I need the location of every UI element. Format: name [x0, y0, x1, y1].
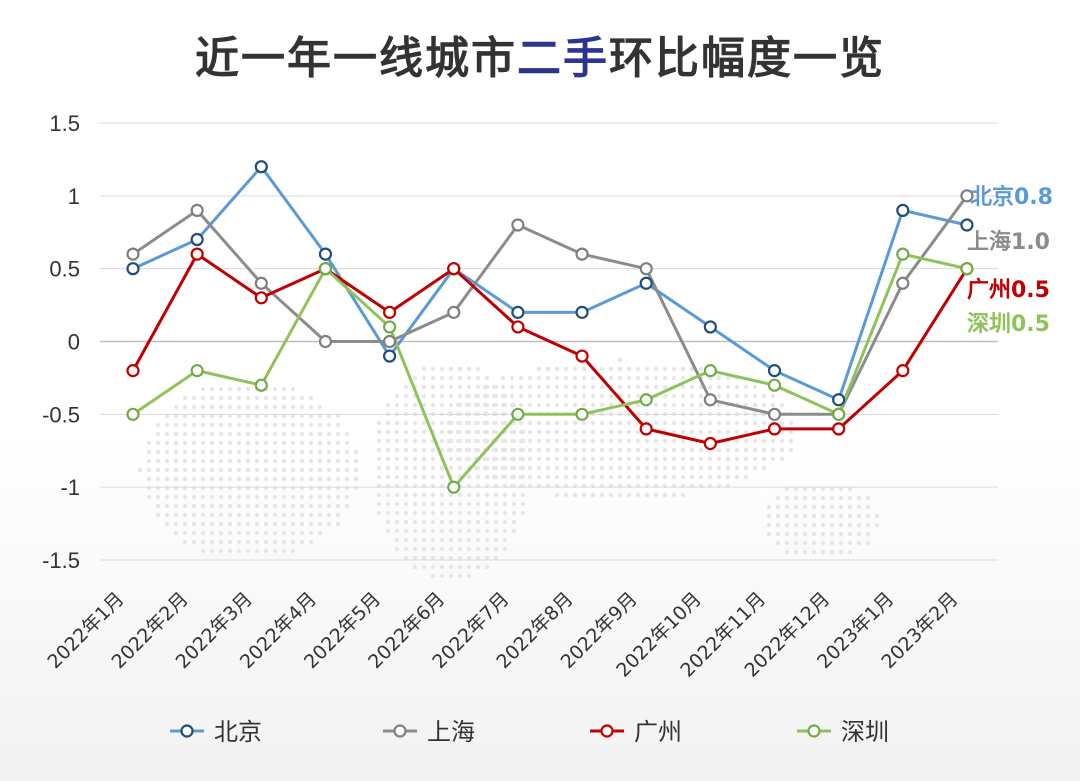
data-point — [960, 218, 974, 232]
data-point — [703, 436, 717, 451]
data-point — [318, 247, 333, 261]
data-point — [254, 160, 268, 174]
y-tick-label: -1.5 — [42, 548, 80, 573]
end-label: 广州0.5 — [967, 277, 1050, 303]
data-point — [511, 320, 525, 334]
legend-item: 北京 — [170, 718, 262, 746]
data-point — [832, 422, 846, 436]
data-point — [575, 407, 589, 421]
data-point — [190, 247, 204, 261]
data-point — [190, 232, 204, 247]
data-point — [511, 305, 525, 319]
data-point — [896, 203, 910, 217]
legend-label: 北京 — [214, 718, 262, 746]
y-tick-label: -1 — [60, 475, 80, 500]
series-markers — [126, 160, 974, 494]
data-point — [190, 203, 204, 217]
end-label: 深圳0.5 — [967, 312, 1050, 337]
end-labels: 北京0.8 上海1.0 广州0.5 深圳0.5 — [967, 184, 1053, 337]
y-axis: 1.5 1 0.5 0 -0.5 -1 -1.5 — [42, 111, 80, 573]
data-point — [511, 407, 525, 421]
data-point — [447, 305, 461, 319]
data-point — [639, 262, 653, 276]
data-point — [511, 218, 525, 232]
legend-item: 深圳 — [797, 718, 889, 746]
background-decoration — [137, 357, 880, 579]
data-point — [126, 364, 140, 378]
data-point — [767, 378, 782, 392]
data-point — [575, 349, 589, 363]
data-point — [383, 320, 397, 334]
data-point — [767, 422, 782, 436]
data-point — [767, 407, 782, 421]
data-point — [832, 407, 846, 421]
data-point — [896, 364, 910, 378]
data-point — [960, 189, 974, 203]
data-point — [383, 334, 397, 349]
data-point — [639, 393, 653, 407]
data-point — [126, 262, 140, 276]
data-point — [575, 247, 589, 261]
chart-title: 近一年一线城市二手环比幅度一览 — [0, 22, 1080, 86]
data-point — [896, 247, 910, 261]
legend-item: 上海 — [383, 718, 475, 746]
legend-item: 广州 — [590, 718, 682, 746]
series-line-0 — [132, 165, 968, 402]
series-line-3 — [132, 252, 968, 489]
data-point — [960, 262, 974, 276]
data-point — [254, 291, 268, 305]
data-point — [190, 364, 204, 378]
y-tick-label: 1 — [68, 184, 80, 209]
data-point — [639, 422, 653, 436]
data-point — [126, 407, 140, 421]
data-point — [318, 262, 333, 276]
y-tick-label: 0.5 — [49, 257, 80, 282]
data-point — [703, 364, 717, 378]
data-point — [254, 378, 268, 392]
data-point — [318, 334, 333, 349]
data-point — [383, 349, 397, 363]
chart-title-part1: 近一年一线城市 — [195, 33, 517, 84]
end-label: 上海1.0 — [967, 229, 1050, 255]
data-point — [254, 276, 268, 290]
data-point — [383, 305, 397, 319]
legend-label: 上海 — [427, 718, 475, 746]
end-label: 北京0.8 — [970, 184, 1053, 210]
data-point — [703, 320, 717, 334]
y-tick-label: -0.5 — [42, 402, 80, 427]
data-point — [447, 262, 461, 276]
data-point — [126, 247, 140, 261]
x-axis: 2022年1月2022年2月2022年3月2022年4月2022年5月2022年… — [43, 588, 962, 682]
series-line-2 — [131, 252, 969, 445]
legend-label: 深圳 — [841, 718, 889, 746]
legend: 北京 上海 广州 深圳 — [170, 718, 889, 746]
legend-label: 广州 — [634, 718, 682, 746]
series-lines — [131, 165, 969, 489]
data-point — [639, 276, 653, 290]
data-point — [575, 305, 589, 319]
chart-title-accent: 二手 — [517, 33, 609, 84]
y-tick-label: 1.5 — [49, 111, 80, 136]
data-point — [767, 364, 782, 378]
data-point — [896, 276, 910, 290]
data-point — [447, 480, 461, 494]
y-tick-label: 0 — [68, 330, 80, 355]
chart-title-part2: 环比幅度一览 — [609, 33, 885, 84]
data-point — [832, 393, 846, 407]
data-point — [703, 393, 717, 407]
